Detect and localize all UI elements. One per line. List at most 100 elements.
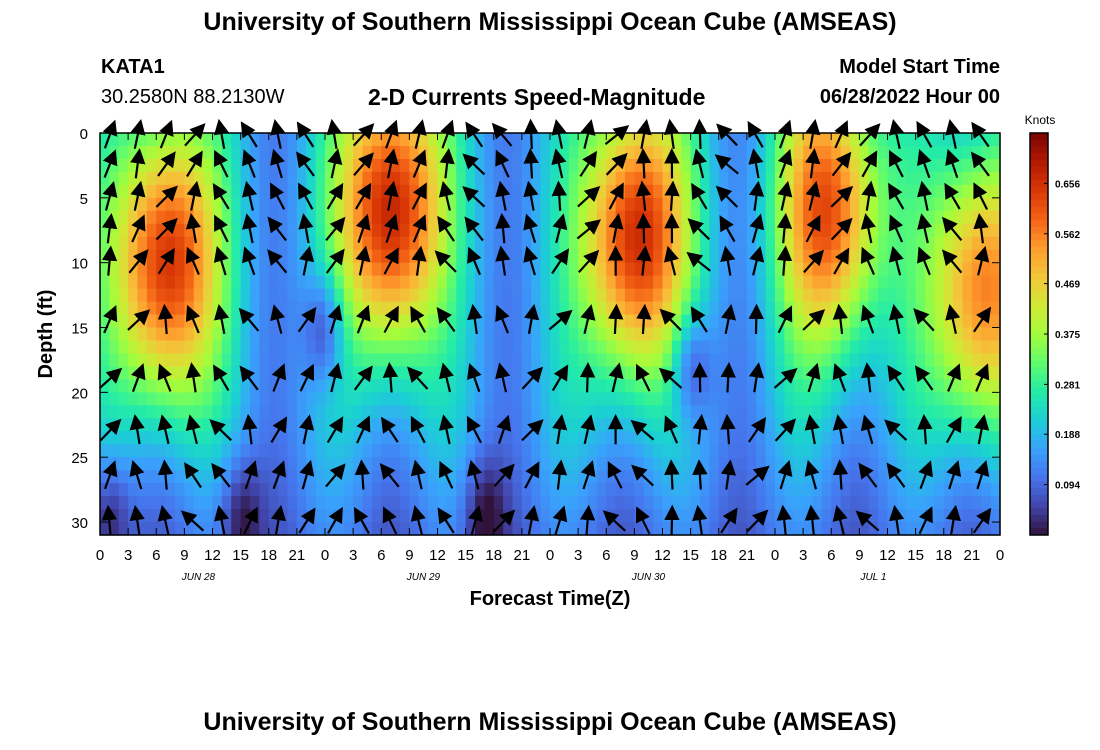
speed-cell [193,262,204,277]
speed-cell [662,392,673,406]
speed-cell [606,327,617,342]
speed-cell [765,483,776,497]
speed-cell [681,327,692,342]
colorbar-band [1030,441,1048,449]
speed-cell [268,236,279,251]
colorbar-band [1030,133,1048,141]
speed-cell [728,197,739,212]
speed-cell [540,133,551,147]
speed-cell [868,171,879,186]
speed-cell [803,470,814,484]
speed-cell [296,353,307,368]
speed-cell [878,379,889,393]
speed-cell [296,496,307,510]
speed-cell [118,171,129,186]
current-arrow [551,118,567,149]
colorbar-band [1030,447,1048,456]
colorbar-band [1030,153,1048,161]
speed-cell [756,133,767,147]
speed-cell [943,197,954,212]
speed-cell [559,223,570,238]
speed-cell [512,158,523,173]
speed-cell [325,158,335,173]
speed-cell [456,171,467,186]
speed-cell [634,236,645,251]
speed-cell [559,431,570,445]
speed-cell [278,340,289,355]
speed-cell [221,249,232,264]
speed-cell [812,171,823,186]
speed-cell [812,262,823,277]
speed-cell [850,327,860,342]
x-tick-label: 12 [429,547,446,564]
speed-cell [212,483,223,497]
current-arrow [579,504,596,536]
speed-cell [137,262,148,277]
speed-cell [859,145,870,160]
speed-cell [793,197,804,212]
speed-cell [484,184,495,199]
speed-cell [925,522,935,536]
speed-cell [193,366,204,380]
current-arrow [299,414,315,445]
speed-cell [353,249,364,264]
speed-cell [118,470,129,484]
speed-cell [990,470,1001,484]
current-arrow [382,506,398,535]
date-label: JUN 29 [406,572,441,583]
speed-cell [362,340,373,355]
speed-cell [634,301,645,316]
speed-cell [709,145,720,160]
speed-cell [175,379,185,393]
speed-cell [475,418,485,432]
speed-cell [315,405,326,419]
speed-cell [568,314,579,329]
speed-cell [681,418,692,432]
speed-cell [456,262,467,277]
speed-cell [343,379,354,393]
speed-cell [428,509,439,523]
speed-cell [456,496,467,510]
speed-cell [428,353,439,368]
speed-cell [550,301,560,316]
speed-cell [915,288,926,303]
speed-cell [990,522,1001,536]
current-arrow [411,182,427,210]
current-arrow [579,362,596,393]
speed-cell [568,184,579,199]
current-arrow [523,180,539,211]
speed-cell [756,275,767,290]
speed-cell [662,288,673,303]
speed-cell [493,223,504,238]
current-arrow [243,506,258,535]
speed-cell [437,483,448,497]
speed-cell [821,275,832,290]
speed-cell [793,431,804,445]
speed-cell [756,236,767,251]
speed-cell [484,314,495,329]
speed-cell [221,236,232,251]
speed-cell [653,431,664,445]
speed-cell [475,249,485,264]
speed-cell [615,223,626,238]
speed-cell [690,496,701,510]
speed-cell [390,327,401,342]
speed-cell [681,314,692,329]
speed-cell [550,444,560,458]
speed-cell [868,327,879,342]
speed-cell [850,483,860,497]
speed-cell [203,457,214,471]
current-arrow [410,415,426,444]
current-arrow [635,180,652,211]
speed-cell [634,223,645,238]
speed-cell [296,418,307,432]
speed-cell [953,405,964,419]
current-arrow [913,308,935,332]
speed-cell [634,275,645,290]
speed-cell [400,327,410,342]
speed-cell [943,483,954,497]
speed-cell [765,418,776,432]
speed-cell [156,184,167,199]
speed-cell [268,457,279,471]
speed-cell [962,418,973,432]
